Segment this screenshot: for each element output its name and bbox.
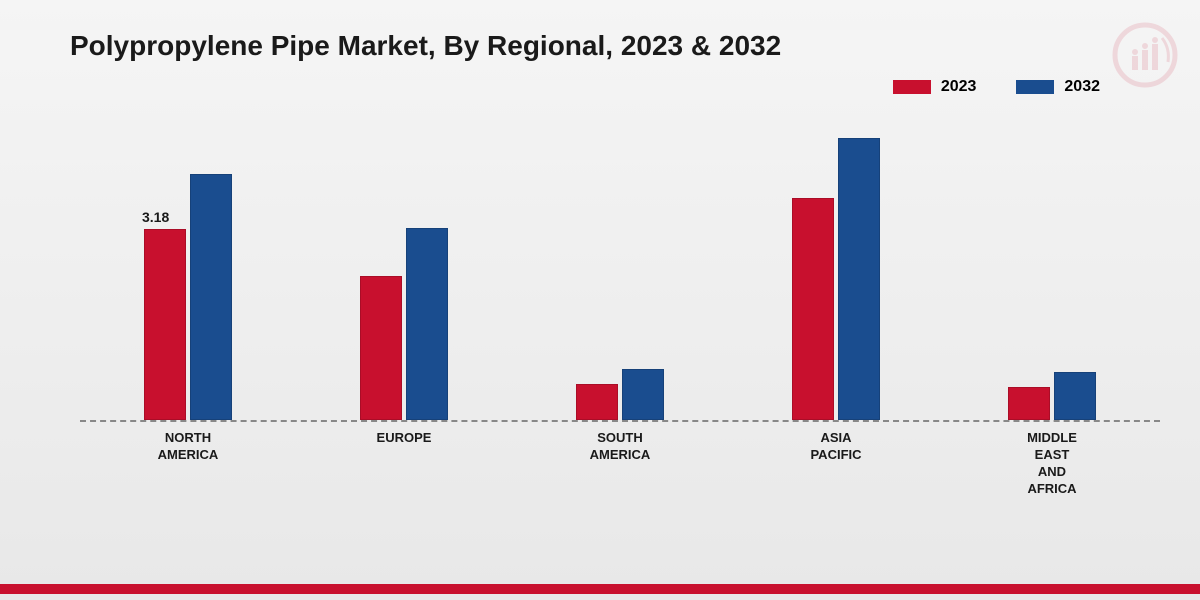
legend-label-2032: 2032 (1064, 78, 1100, 96)
bar-2-2032 (622, 369, 664, 420)
bar-4-2023 (1008, 387, 1050, 420)
x-axis-label-0: NORTH AMERICA (80, 430, 296, 464)
watermark-logo (1110, 20, 1180, 90)
bar-3-2032 (838, 138, 880, 420)
chart-plot-area: Market Size in USD Billion 3.18NORTH AME… (80, 120, 1160, 460)
bar-0-2023 (144, 229, 186, 420)
x-axis-label-2: SOUTH AMERICA (512, 430, 728, 464)
footer-bar (0, 578, 1200, 600)
legend-label-2023: 2023 (941, 78, 977, 96)
bar-4-2032 (1054, 372, 1096, 420)
legend-item-2023: 2023 (893, 78, 977, 96)
legend: 2023 2032 (893, 78, 1100, 96)
bar-1-2032 (406, 228, 448, 420)
x-axis-label-1: EUROPE (296, 430, 512, 447)
bar-value-label: 3.18 (142, 209, 169, 225)
bar-3-2023 (792, 198, 834, 420)
x-axis-label-4: MIDDLE EAST AND AFRICA (944, 430, 1160, 498)
bar-2-2023 (576, 384, 618, 420)
x-axis-baseline (80, 420, 1160, 422)
legend-item-2032: 2032 (1016, 78, 1100, 96)
bar-0-2032 (190, 174, 232, 420)
x-axis-label-3: ASIA PACIFIC (728, 430, 944, 464)
legend-swatch-2023 (893, 80, 931, 94)
chart-title: Polypropylene Pipe Market, By Regional, … (40, 30, 1160, 62)
legend-swatch-2032 (1016, 80, 1054, 94)
bar-1-2023 (360, 276, 402, 420)
